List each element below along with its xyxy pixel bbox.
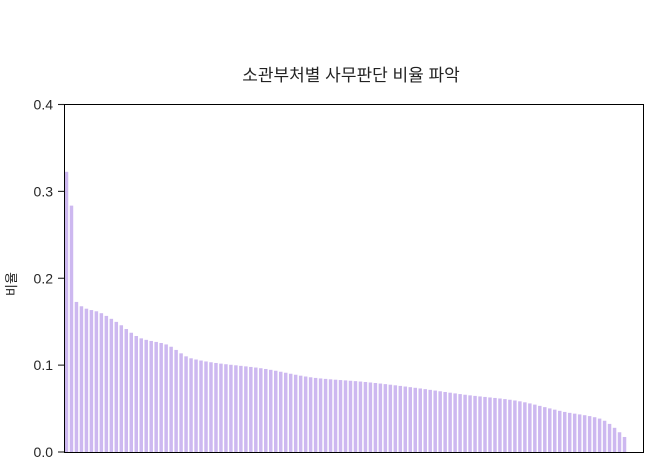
svg-text:0.4: 0.4 — [34, 97, 54, 113]
svg-text:비율: 비율 — [4, 272, 19, 296]
svg-text:0.2: 0.2 — [34, 270, 54, 286]
svg-text:0.3: 0.3 — [34, 183, 54, 199]
svg-text:0.0: 0.0 — [34, 444, 54, 460]
svg-text:0.1: 0.1 — [34, 357, 54, 373]
svg-text:소관부처별 사무판단 비율 파악: 소관부처별 사무판단 비율 파악 — [242, 66, 460, 85]
